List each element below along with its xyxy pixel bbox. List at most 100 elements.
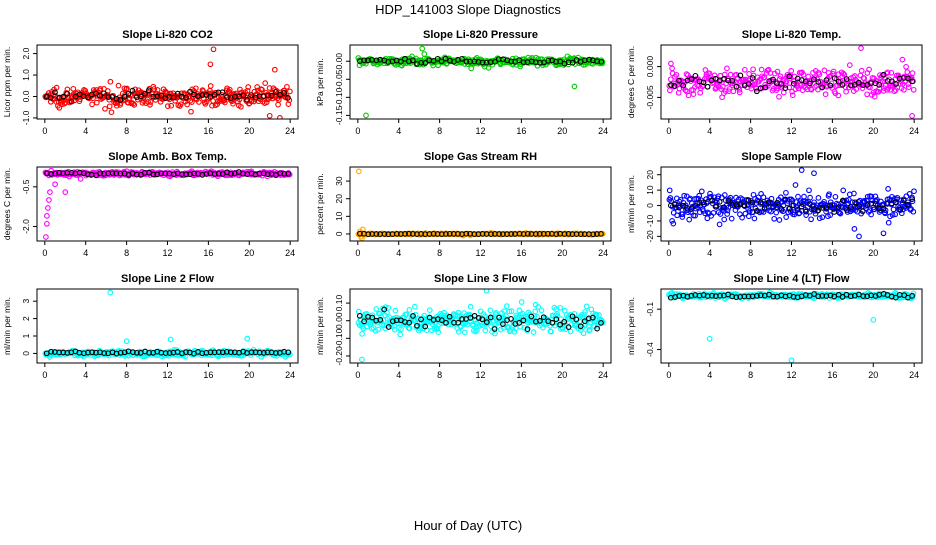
point-all (761, 74, 768, 81)
point-all (807, 194, 813, 201)
y-tick-label: -0.10 (334, 87, 344, 107)
point-all (724, 207, 731, 214)
point-hourly (281, 170, 288, 177)
outlier-point (47, 189, 53, 195)
y-axis-label: kPa per min. (315, 58, 325, 106)
point-all (889, 212, 896, 218)
point-hourly (709, 197, 715, 204)
x-tick-label: 8 (437, 248, 442, 258)
point-hourly (762, 84, 769, 91)
point-hourly (717, 292, 723, 299)
point-all (184, 101, 190, 108)
point-all (839, 204, 846, 211)
point-all (403, 311, 410, 318)
point-hourly (418, 59, 425, 66)
x-tick-label: 12 (786, 370, 796, 380)
point-hourly (357, 230, 363, 237)
point-hourly (565, 231, 572, 237)
point-all (910, 86, 917, 93)
point-all (485, 65, 492, 71)
point-hourly (532, 231, 539, 237)
point-all (487, 307, 494, 314)
outlier-point (244, 335, 251, 342)
y-tick-label: -10 (645, 215, 655, 228)
point-all (586, 326, 593, 333)
point-hourly (228, 170, 234, 177)
point-all (669, 65, 675, 72)
point-hourly (516, 320, 523, 326)
point-hourly (557, 58, 564, 65)
point-all (815, 195, 822, 201)
point-all (832, 193, 839, 200)
point-hourly (557, 321, 563, 328)
point-hourly (487, 314, 494, 321)
point-hourly (52, 89, 58, 96)
point-hourly (778, 81, 785, 87)
y-tick-label: -0.20 (334, 346, 344, 366)
point-all (904, 69, 911, 75)
point-all (580, 330, 587, 337)
point-hourly (479, 316, 486, 323)
y-axis-label: Licor ppm per min. (2, 47, 12, 117)
point-hourly (581, 318, 588, 325)
point-all (557, 304, 563, 311)
outlier-point (46, 197, 52, 203)
point-all (599, 231, 606, 237)
point-hourly (749, 75, 756, 81)
point-all (275, 97, 282, 103)
y-tick-label: 2.0 (21, 47, 31, 59)
point-hourly (782, 196, 789, 203)
point-all (890, 206, 897, 213)
point-hourly (52, 170, 59, 177)
x-tick-label: 8 (124, 126, 129, 136)
y-tick-label: 0.0 (21, 90, 31, 102)
x-tick-label: 8 (748, 126, 753, 136)
point-all (826, 191, 832, 198)
point-all (911, 188, 917, 195)
point-all (262, 80, 269, 86)
point-all (711, 72, 718, 79)
point-hourly (219, 349, 226, 356)
point-all (186, 94, 193, 100)
panel-3: Slope Li-820 Temp. degrees C per min. 0 4 8 1… (626, 29, 923, 136)
point-hourly (909, 196, 915, 202)
point-all (823, 208, 829, 215)
outlier-point (167, 336, 174, 343)
point-all (406, 307, 413, 313)
point-all (715, 193, 722, 200)
y-tick-label: 0.00 (334, 53, 344, 70)
point-all (696, 192, 703, 199)
point-all (284, 83, 290, 90)
x-tick-label: 0 (42, 126, 47, 136)
point-hourly (356, 313, 363, 319)
point-hourly (85, 94, 91, 101)
point-all (482, 327, 489, 334)
point-hourly (709, 292, 715, 299)
outlier-point (363, 112, 369, 119)
outlier-point (210, 46, 217, 53)
point-hourly (285, 94, 291, 101)
point-hourly (794, 207, 801, 213)
point-all (819, 214, 826, 221)
outlier-point (43, 234, 49, 240)
point-hourly (438, 58, 445, 65)
y-tick-label: 2 (21, 316, 31, 321)
point-all (108, 109, 115, 116)
y-tick-label: 0.00 (334, 312, 344, 329)
points (42, 167, 293, 240)
outlier-point (107, 289, 114, 296)
point-all (93, 99, 100, 106)
outlier-point (123, 338, 130, 345)
point-hourly (827, 82, 834, 89)
point-hourly (394, 231, 400, 237)
point-hourly (138, 93, 144, 100)
point-all (287, 88, 293, 95)
point-all (728, 215, 735, 222)
point-all (864, 193, 871, 200)
point-all (259, 86, 265, 93)
point-hourly (170, 94, 177, 101)
point-hourly (757, 199, 764, 206)
y-tick-label: -20 (645, 230, 655, 243)
x-tick-label: 0 (666, 126, 671, 136)
point-all (207, 83, 214, 89)
